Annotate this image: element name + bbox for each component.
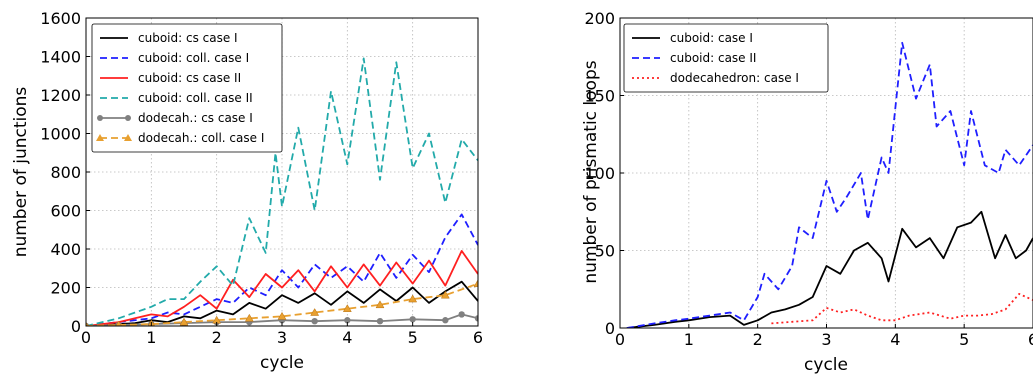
series-line-2 bbox=[86, 249, 478, 326]
data-point bbox=[408, 294, 418, 303]
data-point bbox=[442, 317, 449, 324]
x-tick-label: 6 bbox=[1028, 330, 1033, 349]
x-tick-label: 2 bbox=[212, 328, 222, 347]
y-tick-label: 0 bbox=[605, 319, 615, 338]
legend-label: cuboid: case II bbox=[670, 51, 756, 65]
x-tick-label: 4 bbox=[890, 330, 900, 349]
y-axis-label-right: number of prismatic loops bbox=[581, 60, 601, 283]
x-tick-label: 4 bbox=[342, 328, 352, 347]
x-tick-label: 2 bbox=[753, 330, 763, 349]
legend-label: cuboid: case I bbox=[670, 31, 753, 45]
x-tick-label: 3 bbox=[821, 330, 831, 349]
legend-label: cuboid: coll. case II bbox=[138, 91, 253, 105]
chart-junctions: 0 1 2 3 4 5 6 0 200 400 600 800 1000 1200 1400 1600 cyc… bbox=[11, 9, 483, 373]
y-tick-label: 1200 bbox=[40, 86, 81, 105]
series-line-3 bbox=[86, 57, 478, 326]
series-right bbox=[626, 41, 1033, 328]
legend-marker bbox=[96, 134, 104, 141]
data-point bbox=[409, 316, 416, 323]
ticks-left: 0 1 2 3 4 5 6 0 200 400 600 800 1000 1200 1400 1600 bbox=[40, 9, 483, 347]
series-line-1 bbox=[626, 41, 1033, 328]
legend-label: dodecah.: coll. case I bbox=[138, 131, 264, 145]
x-tick-label: 1 bbox=[684, 330, 694, 349]
y-tick-label: 1000 bbox=[40, 125, 81, 144]
data-point bbox=[277, 311, 287, 320]
legend-left: cuboid: cs case I cuboid: coll. case I cub… bbox=[91, 23, 283, 153]
legend-right: cuboid: case I cuboid: case II dodecahedro… bbox=[623, 23, 829, 93]
legend-box bbox=[623, 23, 829, 93]
y-tick-label: 0 bbox=[71, 317, 81, 336]
x-axis-label-right: cycle bbox=[804, 355, 848, 375]
y-tick-label: 1400 bbox=[40, 48, 81, 67]
y-tick-label: 800 bbox=[50, 163, 81, 182]
legend-label: cuboid: cs case I bbox=[138, 31, 238, 45]
data-point bbox=[344, 317, 351, 324]
x-tick-label: 6 bbox=[473, 328, 483, 347]
legend-marker bbox=[124, 134, 132, 141]
data-point bbox=[244, 313, 254, 322]
y-tick-label: 150 bbox=[584, 87, 615, 106]
series-line-2 bbox=[771, 292, 1033, 325]
legend-label: cuboid: coll. case I bbox=[138, 51, 249, 65]
data-point bbox=[458, 311, 465, 318]
legend-label: cuboid: cs case II bbox=[138, 71, 241, 85]
data-point bbox=[310, 308, 320, 316]
series-line-0 bbox=[626, 210, 1033, 328]
data-point bbox=[311, 317, 318, 325]
x-axis-label-left: cycle bbox=[260, 353, 304, 373]
y-axis-label-left: number of junctions bbox=[11, 87, 31, 258]
data-point bbox=[179, 317, 189, 326]
legend-marker bbox=[97, 115, 103, 121]
data-point bbox=[473, 279, 478, 287]
legend-label: dodecahedron: case I bbox=[670, 71, 799, 85]
data-point bbox=[342, 304, 352, 312]
legend-box bbox=[91, 23, 283, 153]
data-point bbox=[474, 315, 478, 322]
legend-marker bbox=[125, 115, 131, 121]
y-tick-label: 1600 bbox=[40, 9, 81, 28]
data-point bbox=[115, 320, 122, 326]
series-line-1 bbox=[86, 213, 478, 326]
x-tick-label: 5 bbox=[959, 330, 969, 349]
x-tick-label: 0 bbox=[615, 330, 625, 349]
x-tick-label: 1 bbox=[146, 328, 156, 347]
ticks-right: 0 1 2 3 4 5 6 0 50 100 150 200 bbox=[584, 9, 1033, 349]
x-tick-label: 3 bbox=[277, 328, 287, 347]
x-tick-label: 0 bbox=[81, 328, 91, 347]
y-tick-label: 100 bbox=[584, 164, 615, 183]
data-point bbox=[440, 290, 450, 299]
y-tick-label: 600 bbox=[50, 202, 81, 221]
data-point bbox=[376, 317, 384, 325]
series-line-0 bbox=[86, 280, 478, 326]
x-tick-label: 5 bbox=[408, 328, 418, 347]
y-tick-label: 200 bbox=[584, 9, 615, 28]
y-tick-label: 50 bbox=[595, 242, 615, 261]
chart-prismatic-loops: 0 1 2 3 4 5 6 0 50 100 150 200 cycle number of pris… bbox=[581, 9, 1033, 375]
data-point bbox=[375, 300, 385, 309]
legend-label: dodecah.: cs case I bbox=[138, 111, 253, 125]
y-tick-label: 400 bbox=[50, 240, 81, 259]
y-tick-label: 200 bbox=[50, 279, 81, 298]
